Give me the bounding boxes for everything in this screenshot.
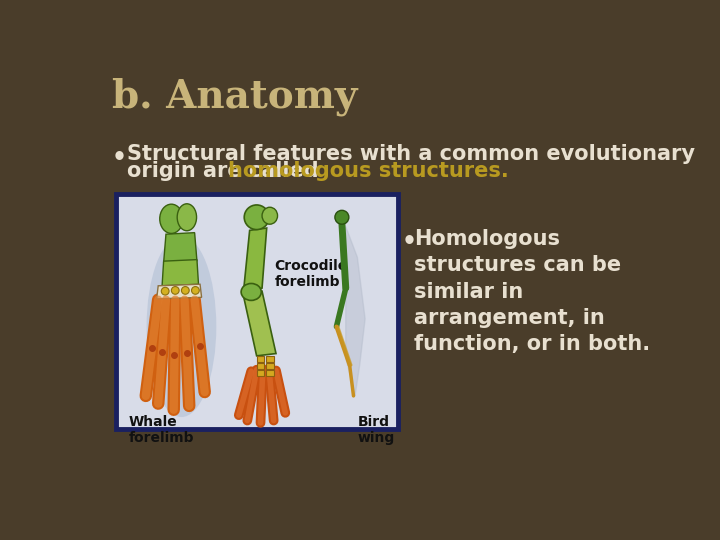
Text: Homologous
structures can be
similar in
arrangement, in
function, or in both.: Homologous structures can be similar in … <box>414 229 650 354</box>
Text: origin are called: origin are called <box>127 161 326 181</box>
Circle shape <box>192 287 199 294</box>
Text: •: • <box>402 231 417 254</box>
Text: Whale
forelimb: Whale forelimb <box>129 415 194 445</box>
Text: b. Anatomy: b. Anatomy <box>112 78 357 117</box>
Text: Crocodile
forelimb: Crocodile forelimb <box>274 259 348 289</box>
Polygon shape <box>243 228 266 292</box>
Polygon shape <box>163 233 197 262</box>
Circle shape <box>161 287 169 295</box>
Ellipse shape <box>177 204 197 231</box>
Ellipse shape <box>262 207 277 224</box>
Ellipse shape <box>147 236 216 417</box>
Polygon shape <box>157 284 202 299</box>
Text: •: • <box>112 146 127 170</box>
Circle shape <box>181 287 189 294</box>
Polygon shape <box>256 356 264 362</box>
Ellipse shape <box>241 284 261 300</box>
Polygon shape <box>346 226 365 396</box>
Circle shape <box>335 210 349 224</box>
Text: homologous structures.: homologous structures. <box>228 161 509 181</box>
Polygon shape <box>266 356 274 362</box>
Polygon shape <box>256 363 264 369</box>
Polygon shape <box>243 291 276 356</box>
Ellipse shape <box>244 205 269 229</box>
Circle shape <box>171 287 179 294</box>
Text: Structural features with a common evolutionary: Structural features with a common evolut… <box>127 144 696 164</box>
FancyBboxPatch shape <box>116 194 398 429</box>
Polygon shape <box>162 260 199 286</box>
Ellipse shape <box>160 204 183 233</box>
Text: Bird
wing: Bird wing <box>357 415 395 445</box>
Polygon shape <box>256 370 264 376</box>
Polygon shape <box>266 370 274 376</box>
Polygon shape <box>266 363 274 369</box>
